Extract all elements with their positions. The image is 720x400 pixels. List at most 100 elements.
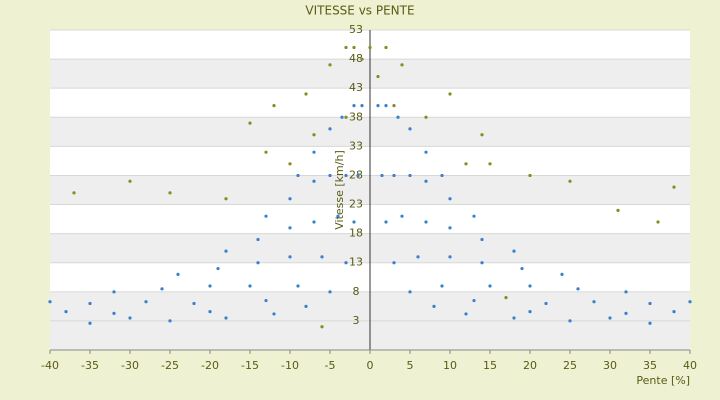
point bbox=[480, 237, 484, 242]
point bbox=[336, 214, 340, 218]
point bbox=[400, 214, 404, 218]
x-tick-label: -35 bbox=[81, 359, 99, 372]
x-tick-label: -25 bbox=[161, 359, 179, 372]
x-axis-title: Pente [%] bbox=[636, 374, 690, 387]
point bbox=[448, 255, 452, 259]
point bbox=[248, 284, 252, 288]
point bbox=[376, 74, 380, 79]
point bbox=[480, 133, 484, 137]
point bbox=[520, 266, 524, 271]
point bbox=[504, 296, 508, 300]
x-tick-label: 40 bbox=[683, 359, 697, 372]
point bbox=[352, 220, 356, 224]
point bbox=[344, 45, 348, 50]
point bbox=[304, 304, 308, 308]
point bbox=[396, 115, 400, 119]
point bbox=[176, 272, 180, 276]
point bbox=[408, 290, 412, 294]
point bbox=[328, 63, 332, 67]
point bbox=[264, 298, 268, 303]
x-tick-label: 25 bbox=[563, 359, 577, 372]
x-tick-label: -30 bbox=[121, 359, 139, 372]
point bbox=[512, 316, 516, 320]
point bbox=[408, 173, 412, 178]
point bbox=[48, 300, 52, 304]
point bbox=[144, 300, 148, 304]
point bbox=[288, 226, 292, 230]
point bbox=[272, 312, 276, 316]
point bbox=[128, 316, 132, 320]
y-tick-label: 28 bbox=[349, 168, 363, 181]
x-tick-label: -20 bbox=[201, 359, 219, 372]
point bbox=[392, 173, 396, 178]
point bbox=[448, 197, 452, 201]
point bbox=[624, 290, 628, 294]
point bbox=[616, 208, 620, 212]
point bbox=[672, 310, 676, 314]
point bbox=[168, 191, 172, 195]
point bbox=[384, 220, 388, 224]
point bbox=[560, 272, 564, 276]
x-tick-label: -5 bbox=[325, 359, 336, 372]
point bbox=[488, 162, 492, 166]
point bbox=[440, 284, 444, 288]
point bbox=[408, 127, 412, 131]
point bbox=[440, 173, 444, 178]
x-tick-label: 0 bbox=[367, 359, 374, 372]
point bbox=[264, 150, 268, 154]
point bbox=[624, 311, 628, 315]
point bbox=[160, 287, 164, 291]
x-tick-label: -10 bbox=[281, 359, 299, 372]
point bbox=[112, 311, 116, 315]
point bbox=[424, 115, 428, 119]
point bbox=[656, 220, 660, 224]
point bbox=[64, 310, 68, 314]
point bbox=[248, 121, 252, 125]
y-tick-label: 18 bbox=[349, 227, 363, 240]
point bbox=[488, 284, 492, 288]
x-tick-label: 10 bbox=[443, 359, 457, 372]
point bbox=[352, 104, 356, 108]
point bbox=[312, 150, 316, 154]
point bbox=[224, 316, 228, 320]
y-tick-label: 8 bbox=[353, 285, 360, 298]
point bbox=[312, 220, 316, 224]
x-tick-label: 20 bbox=[523, 359, 537, 372]
point bbox=[448, 226, 452, 230]
point bbox=[512, 249, 516, 253]
y-tick-label: 3 bbox=[353, 314, 360, 327]
point bbox=[472, 214, 476, 218]
point bbox=[448, 92, 452, 96]
point bbox=[464, 312, 468, 316]
point bbox=[288, 162, 292, 166]
point bbox=[192, 301, 196, 306]
x-tick-label: 30 bbox=[603, 359, 617, 372]
point bbox=[340, 115, 344, 119]
point bbox=[576, 287, 580, 291]
point bbox=[128, 179, 132, 183]
y-tick-label: 48 bbox=[349, 52, 363, 65]
point bbox=[544, 301, 548, 306]
point bbox=[380, 173, 384, 178]
x-tick-label: 5 bbox=[407, 359, 414, 372]
point bbox=[72, 191, 76, 195]
point bbox=[688, 300, 692, 304]
point bbox=[376, 104, 380, 108]
chart-title: VITESSE vs PENTE bbox=[305, 4, 414, 18]
point bbox=[592, 300, 596, 304]
x-tick-label: -40 bbox=[41, 359, 59, 372]
y-tick-label: 43 bbox=[349, 81, 363, 94]
point bbox=[480, 261, 484, 265]
point bbox=[344, 173, 348, 178]
point bbox=[424, 179, 428, 183]
y-tick-label: 53 bbox=[349, 23, 363, 36]
point bbox=[256, 261, 260, 265]
point bbox=[568, 179, 572, 183]
point bbox=[416, 255, 420, 259]
y-tick-label: 33 bbox=[349, 139, 363, 152]
point bbox=[344, 115, 348, 119]
y-axis-title: Vitesse [km/h] bbox=[333, 150, 346, 230]
point bbox=[320, 325, 324, 329]
point bbox=[312, 179, 316, 183]
point bbox=[168, 319, 172, 323]
